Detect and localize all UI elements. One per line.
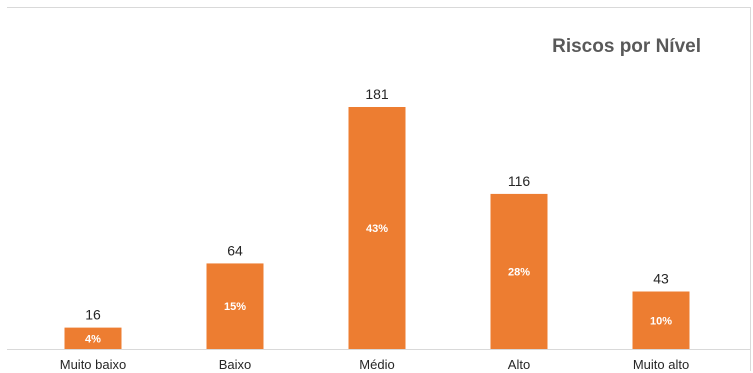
value-label: 181 (365, 86, 389, 102)
bar-médio (348, 107, 406, 349)
category-label: Baixo (219, 357, 252, 372)
category-label: Médio (359, 357, 394, 372)
bar-muito-baixo (64, 327, 122, 349)
percent-label: 43% (366, 223, 388, 235)
category-label: Alto (508, 357, 530, 372)
percent-label: 4% (85, 333, 101, 345)
bars-group (64, 107, 690, 349)
value-label: 43 (653, 271, 669, 287)
labels-group: 16 4% Muito baixo 64 15% Baixo 181 43% Médio 116 2… (60, 86, 689, 372)
category-label: Muito baixo (60, 357, 126, 372)
bar-muito-alto (632, 291, 690, 349)
bar-alto (490, 193, 548, 349)
bar-baixo (206, 263, 264, 349)
chart-title: Riscos por Nível (552, 36, 701, 57)
value-label: 16 (85, 307, 101, 323)
percent-label: 15% (224, 301, 246, 313)
percent-label: 28% (508, 266, 530, 278)
percent-label: 10% (650, 315, 672, 327)
value-label: 64 (227, 242, 243, 258)
category-label: Muito alto (633, 357, 689, 372)
value-label: 116 (508, 173, 531, 189)
